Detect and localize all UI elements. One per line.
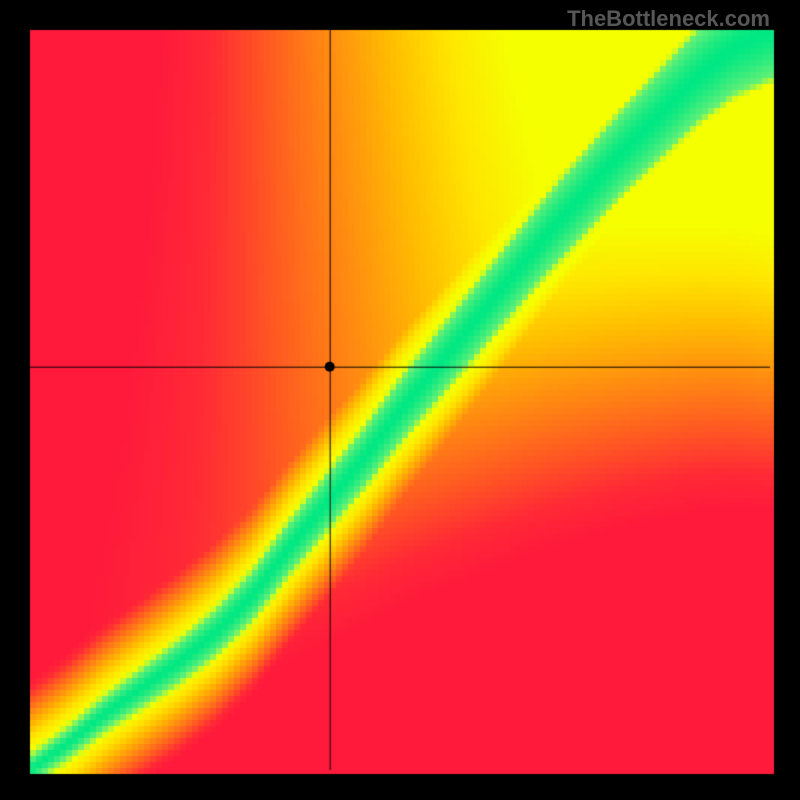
bottleneck-heatmap bbox=[0, 0, 800, 800]
source-watermark: TheBottleneck.com bbox=[567, 6, 770, 32]
